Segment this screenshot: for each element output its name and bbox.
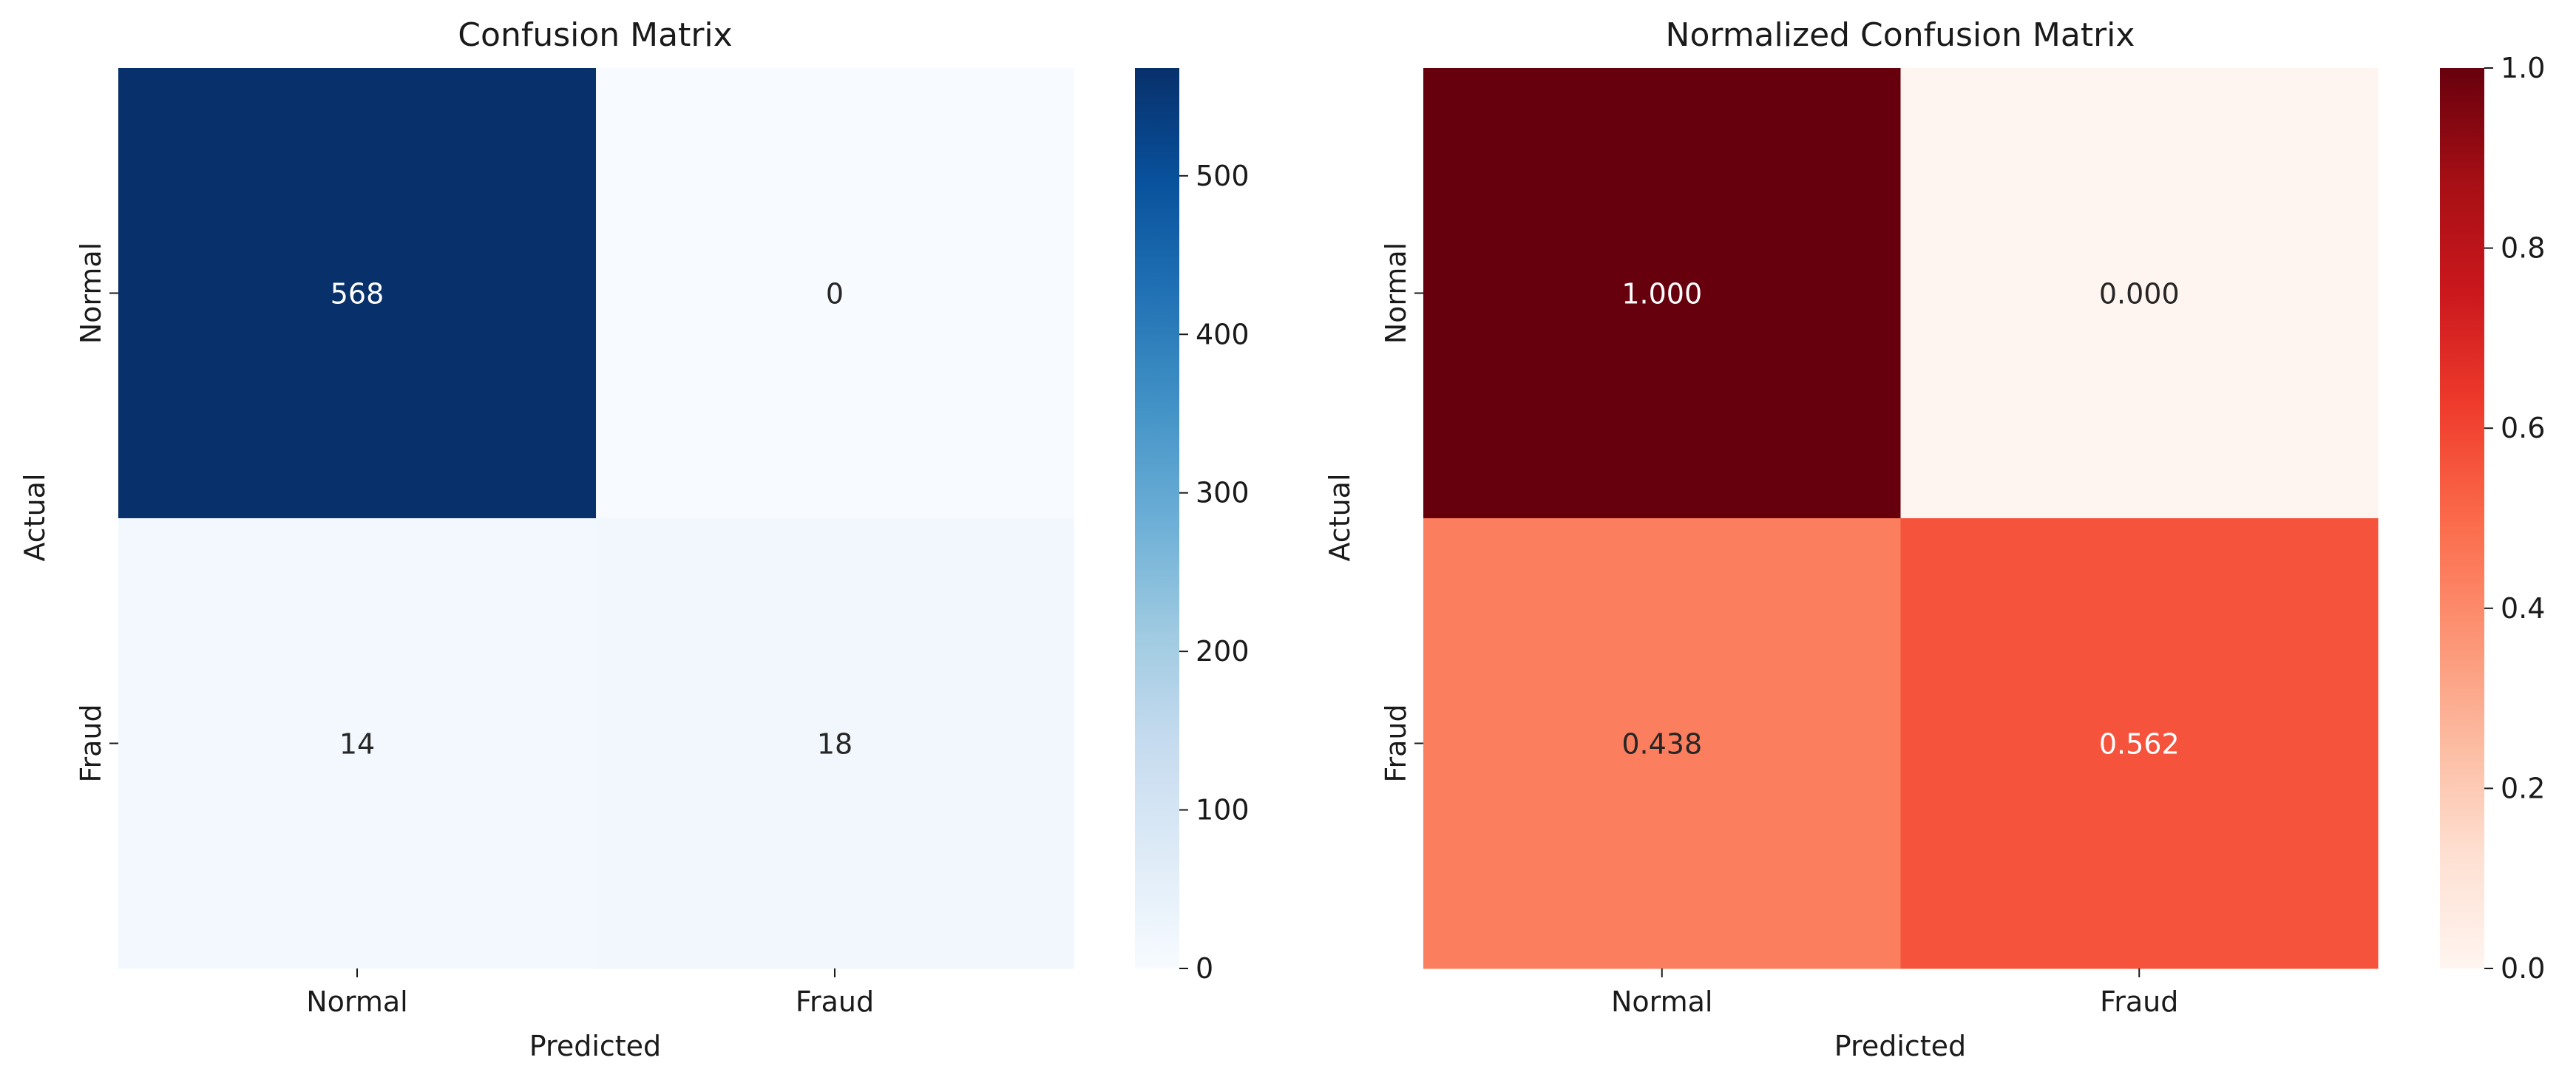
heatmap-cell-fraud-fraud [596, 518, 1074, 969]
colorbar-gradient [2440, 68, 2484, 968]
colorbar-tick-label: 500 [1196, 160, 1250, 192]
cell-value-label: 0 [826, 278, 844, 310]
colorbar: 0 100 200 300 400 500 [1135, 68, 1250, 985]
colorbar-gradient [1135, 68, 1179, 968]
colorbar: 0.0 0.2 0.4 0.6 0.8 1.0 [2440, 52, 2545, 985]
heatmap-cell-fraud-normal [118, 518, 597, 969]
heatmap-cell-normal-normal [118, 68, 597, 519]
x-tick-label: Fraud [2100, 985, 2178, 1018]
heatmap-cell-fraud-normal [1423, 518, 1901, 969]
y-axis-label: Actual [1323, 473, 1356, 561]
heatmap-cell-fraud-fraud [1900, 518, 2379, 969]
cell-value-label: 18 [817, 728, 853, 761]
x-tick-label: Normal [306, 985, 408, 1018]
colorbar-tick-label: 0 [1196, 952, 1213, 985]
cell-value-label: 568 [331, 278, 384, 310]
cell-value-label: 14 [339, 728, 375, 761]
colorbar-tick-label: 200 [1196, 635, 1250, 668]
y-axis-label: Actual [18, 473, 51, 561]
x-axis-label: Predicted [1834, 1030, 1966, 1062]
colorbar-tick-label: 400 [1196, 318, 1250, 350]
colorbar-tick-label: 0.2 [2501, 772, 2545, 804]
axis-ticks: Normal Fraud Normal Fraud [1380, 242, 2178, 1018]
panel-title: Normalized Confusion Matrix [1666, 16, 2135, 54]
heatmap-cell-labels: 568 0 14 18 [331, 278, 853, 761]
confusion-matrix-panel: Confusion Matrix 568 014 18 Normal FraudNor… [18, 16, 1250, 1062]
cell-value-label: 1.000 [1621, 278, 1702, 310]
colorbar-tick-label: 0.8 [2501, 232, 2545, 265]
y-tick-label: Fraud [1380, 704, 1412, 782]
colorbar-tick-label: 0.6 [2501, 412, 2545, 444]
colorbar-tick-label: 1.0 [2501, 52, 2545, 84]
colorbar-tick-label: 300 [1196, 477, 1250, 509]
heatmap-cells [118, 68, 1074, 969]
y-tick-label: Fraud [75, 704, 107, 782]
colorbar-tick-label: 100 [1196, 794, 1250, 827]
colorbar-tick-label: 0.4 [2501, 592, 2545, 625]
heatmap-cell-normal-normal [1423, 68, 1901, 519]
x-tick-label: Normal [1611, 985, 1713, 1018]
cell-value-label: 0.438 [1621, 728, 1702, 761]
x-axis-label: Predicted [529, 1030, 661, 1062]
y-tick-label: Normal [75, 242, 107, 345]
heatmap-cell-labels: 1.000 0.000 0.438 0.562 [1621, 278, 2179, 761]
heatmap-cells [1423, 68, 2379, 969]
heatmap-cell-normal-fraud [596, 68, 1074, 519]
cell-value-label: 0.000 [2099, 278, 2180, 310]
panel-title: Confusion Matrix [458, 16, 732, 54]
x-tick-label: Fraud [796, 985, 874, 1018]
normalized-confusion-matrix-panel: Normalized Confusion Matrix 1.000 0.000 0.… [1323, 16, 2545, 1062]
axis-ticks: Normal Fraud Normal Fraud [75, 242, 874, 1018]
heatmap-cell-normal-fraud [1900, 68, 2379, 519]
colorbar-tick-label: 0.0 [2501, 952, 2545, 985]
cell-value-label: 0.562 [2099, 728, 2180, 761]
y-tick-label: Normal [1380, 242, 1412, 345]
